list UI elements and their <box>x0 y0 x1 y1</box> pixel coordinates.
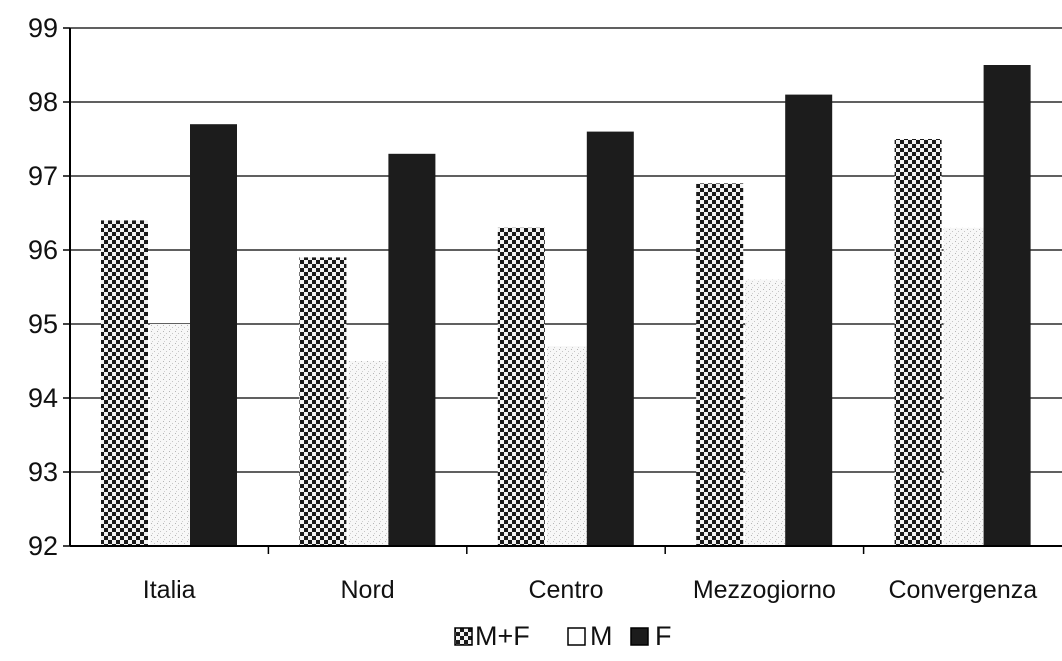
category-label: Italia <box>143 576 196 604</box>
y-tick-label: 92 <box>28 531 58 561</box>
bar-mf-centro <box>497 227 545 547</box>
bars <box>101 65 1031 547</box>
category-label: Nord <box>341 576 395 604</box>
y-tick-label: 95 <box>28 309 58 339</box>
legend-swatch-mf <box>454 627 473 646</box>
bar-mf-convergenza <box>894 139 942 546</box>
bar-mf-mezzogiorno <box>696 183 744 546</box>
bar-m-nord <box>348 361 396 546</box>
y-tick-label: 96 <box>28 235 58 265</box>
y-tick-label: 93 <box>28 457 58 487</box>
y-tick-label: 94 <box>28 383 58 413</box>
category-label: Centro <box>528 576 603 604</box>
bar-f-centro <box>586 131 634 546</box>
y-axis-ticks: 92 93 94 95 96 97 98 99 <box>28 13 58 561</box>
category-label: Mezzogiorno <box>693 576 836 604</box>
legend-swatch-m <box>567 627 586 646</box>
y-tick-label: 99 <box>28 13 58 43</box>
legend-swatch-f <box>630 627 649 646</box>
y-tick-label: 98 <box>28 87 58 117</box>
bar-f-nord <box>388 153 436 547</box>
bar-mf-nord <box>299 257 347 546</box>
bar-m-centro <box>546 346 594 546</box>
bar-f-mezzogiorno <box>785 94 833 546</box>
x-axis-categories: Italia Nord Centro Mezzogiorno Convergenza <box>143 576 1037 604</box>
axes <box>63 27 1062 554</box>
bar-m-italia <box>150 324 197 546</box>
legend-label-f: F <box>655 621 672 651</box>
bar-f-convergenza <box>983 65 1031 546</box>
bar-mf-italia <box>101 220 148 546</box>
bar-f-italia <box>190 124 237 546</box>
y-tick-label: 97 <box>28 161 58 191</box>
category-label: Convergenza <box>888 576 1037 604</box>
legend-label-m: M <box>590 621 613 651</box>
bar-m-mezzogiorno <box>745 279 793 546</box>
legend-item-m: M <box>567 621 613 651</box>
bar-m-convergenza <box>943 227 991 547</box>
legend-label-mf: M+F <box>475 621 530 651</box>
legend-item-mf: M+F <box>454 621 530 651</box>
legend: M+F M F <box>454 621 672 651</box>
legend-item-f: F <box>630 621 672 651</box>
